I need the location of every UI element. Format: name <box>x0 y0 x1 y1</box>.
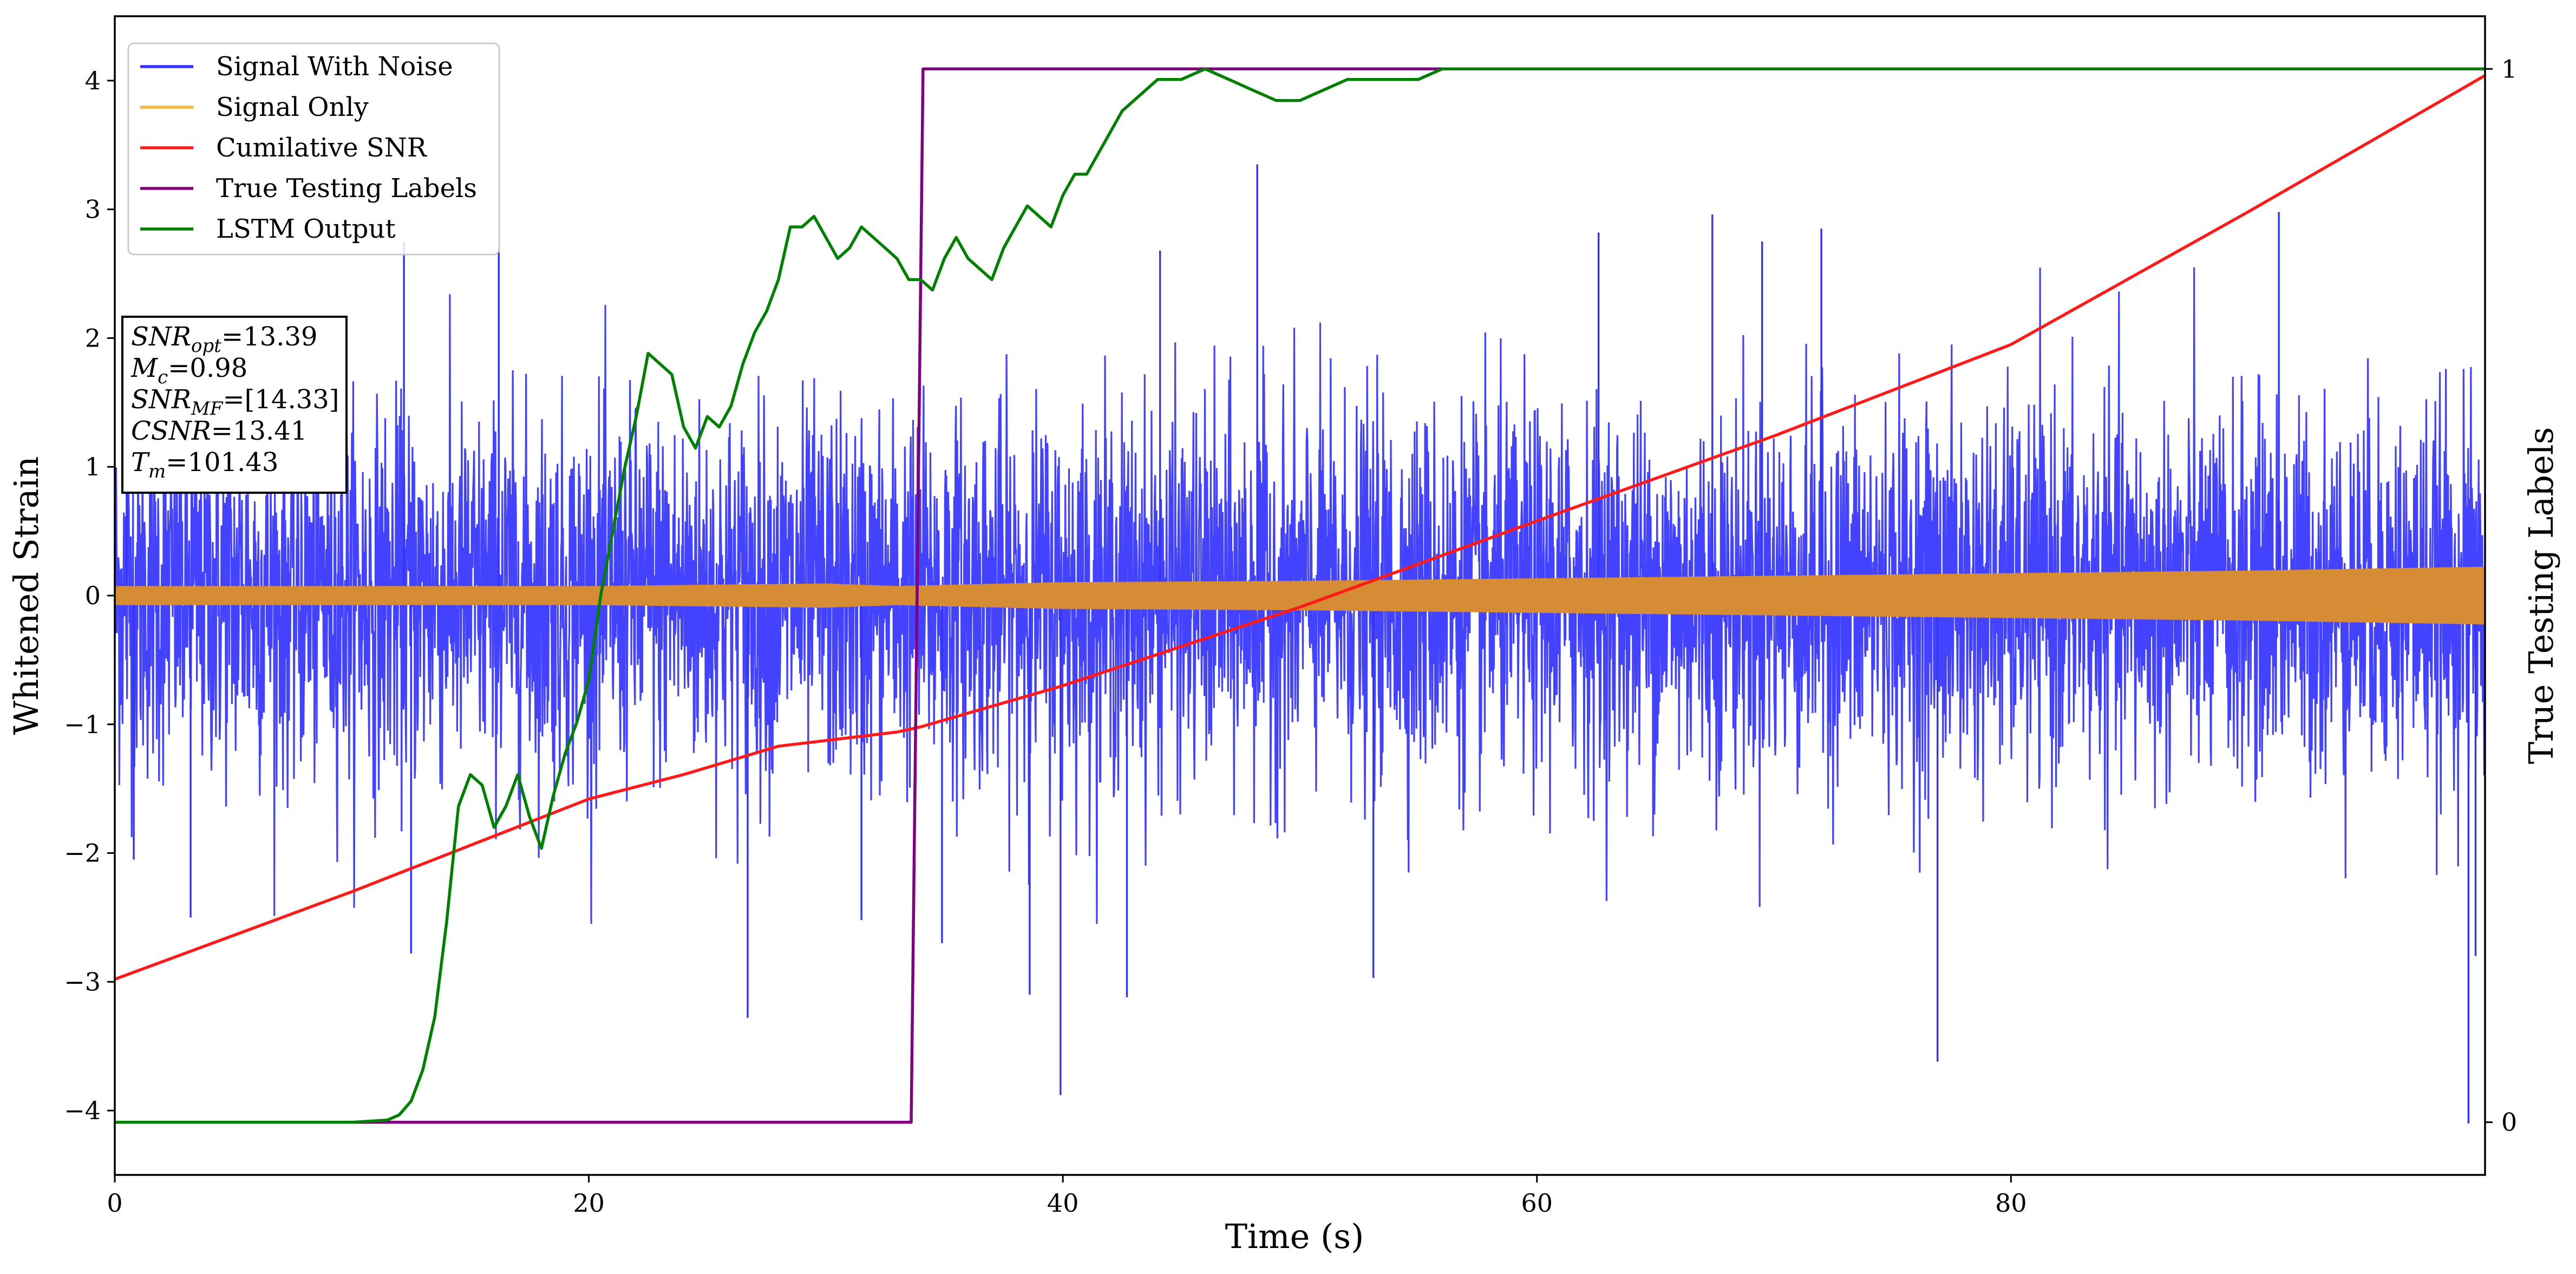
y-tick-label: −3 <box>64 967 101 996</box>
signal-only-band <box>115 566 2485 625</box>
x-tick-label: 60 <box>1521 1188 1553 1218</box>
stats-box-frame <box>121 316 348 494</box>
x-tick-label: 0 <box>107 1188 122 1218</box>
legend-label: LSTM Output <box>216 214 396 244</box>
legend-label: Signal Only <box>216 92 369 122</box>
y-tick-label: 2 <box>85 323 101 352</box>
stats-line: Mc=0.98 <box>130 353 247 388</box>
legend-box <box>127 42 500 256</box>
y2-axis-title: True Testing Labels <box>2521 427 2561 765</box>
legend-label: Cumilative SNR <box>216 133 428 163</box>
stats-line: SNRopt=13.39 <box>131 322 318 357</box>
x-tick-label: 80 <box>1995 1188 2027 1218</box>
legend-label: Signal With Noise <box>216 51 453 82</box>
plot-series <box>115 67 2485 1124</box>
legend-label: True Testing Labels <box>216 173 477 204</box>
y-tick-label: −2 <box>64 839 101 868</box>
y2-tick-label: 0 <box>2501 1108 2517 1137</box>
y-tick-label: −4 <box>64 1096 101 1125</box>
y-tick-label: 0 <box>85 581 101 610</box>
cumilative-snr-line <box>115 74 2485 981</box>
y2-tick-label: 1 <box>2501 54 2517 83</box>
stats-line: Tm=101.43 <box>131 447 278 482</box>
lstm-output-line <box>115 67 2485 1124</box>
y-tick-label: −1 <box>64 710 101 739</box>
x-tick-label: 40 <box>1047 1188 1079 1218</box>
legend: Signal With Noise Signal Only Cumilative S… <box>127 42 500 256</box>
stats-box: SNRopt=13.39Mc=0.98SNRMF=[14.33]CSNR=13.… <box>121 316 348 494</box>
stats-line: CSNR=13.41 <box>131 416 307 446</box>
plot-area <box>115 67 2485 1124</box>
x-axis-title: Time (s) <box>1225 1217 1364 1256</box>
y-tick-label: 4 <box>85 66 101 95</box>
x-tick-label: 20 <box>573 1188 605 1218</box>
y-tick-label: 1 <box>85 452 101 481</box>
y-axis-title: Whitened Strain <box>6 456 46 735</box>
y-tick-label: 3 <box>85 195 101 224</box>
stats-line: SNRMF=[14.33] <box>131 384 339 420</box>
